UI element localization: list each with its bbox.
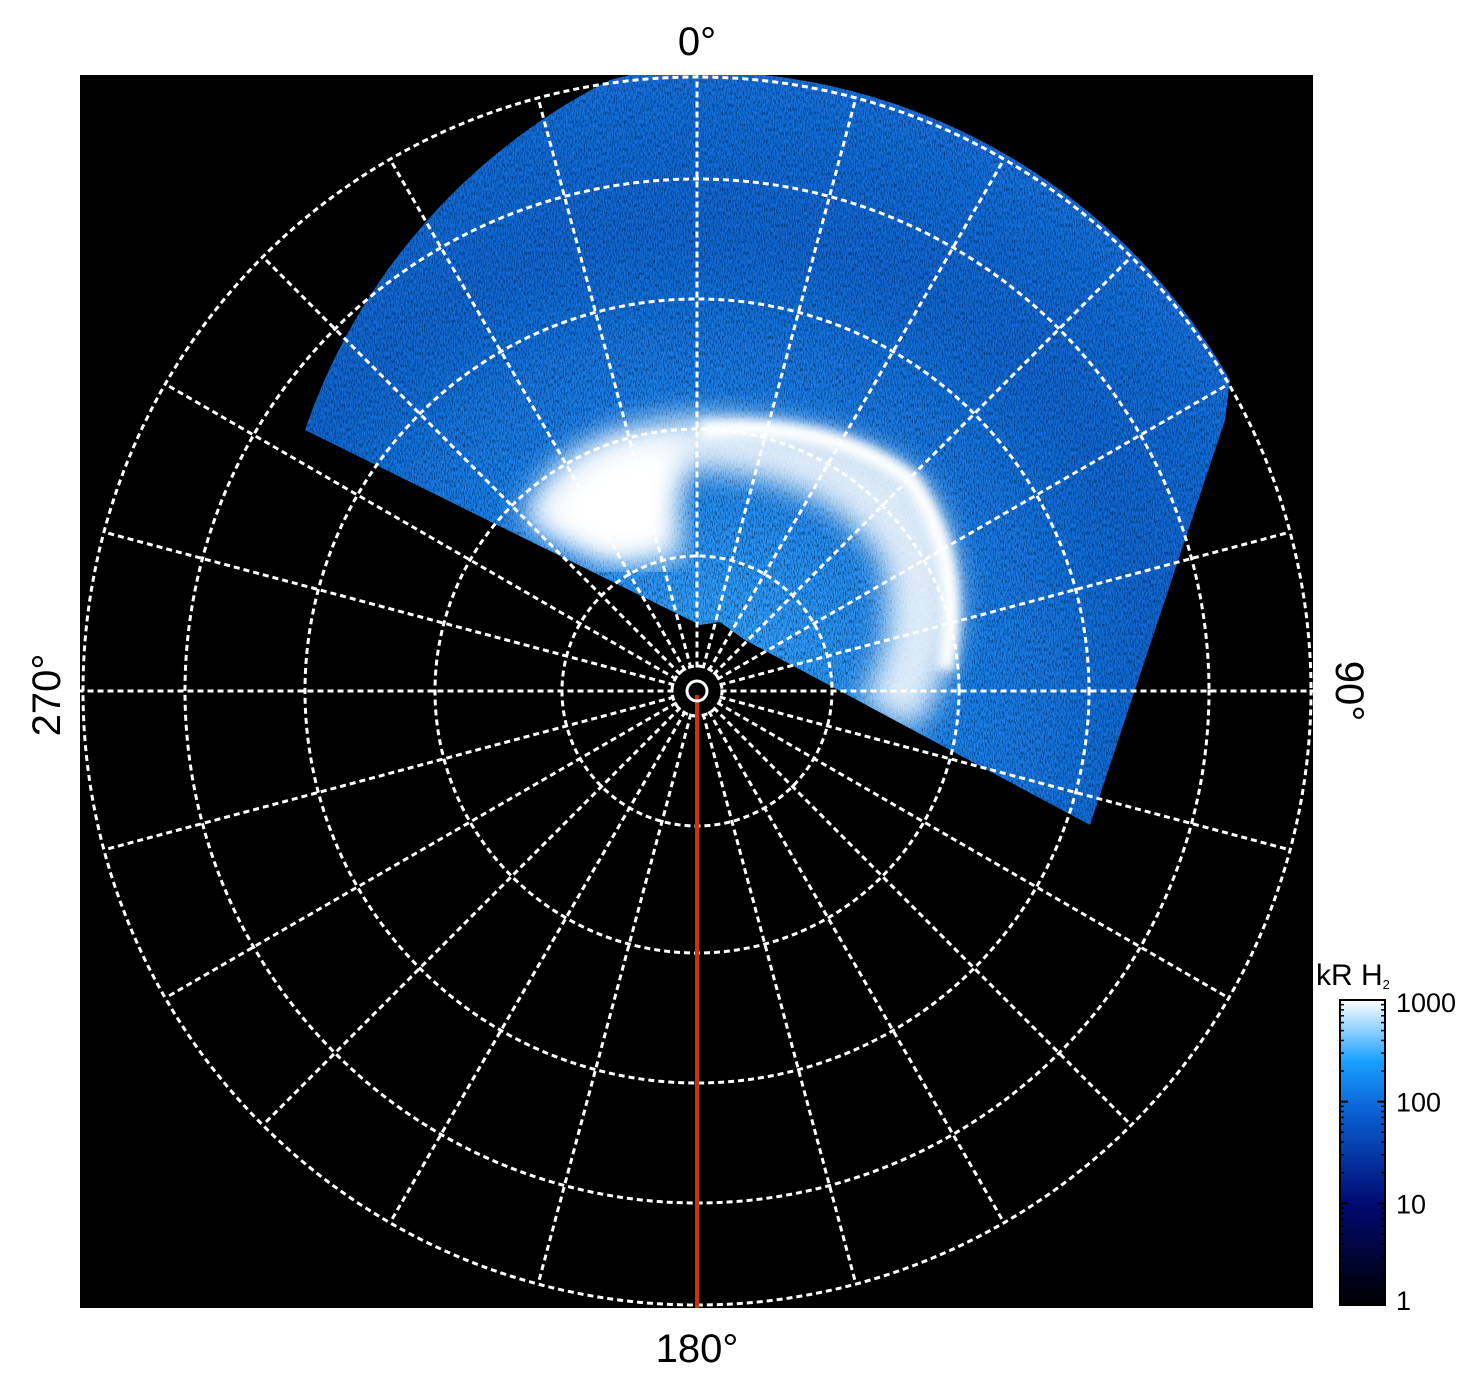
- colorbar-tick-label: 1: [1396, 1286, 1411, 1316]
- meridian-line: [163, 381, 678, 681]
- colorbar-tick-label: 10: [1396, 1189, 1426, 1219]
- meridian-line: [387, 710, 687, 1225]
- meridian-line: [387, 157, 687, 672]
- latitude-circle: [303, 297, 1091, 1085]
- meridian-line: [716, 381, 1231, 681]
- angle-label-180: 180°: [656, 1327, 739, 1371]
- colorbar-label: kR H2: [1316, 959, 1390, 992]
- meridian-line: [260, 706, 682, 1128]
- meridian-line: [712, 706, 1134, 1128]
- angle-label-90: 90°: [1327, 661, 1371, 722]
- colorbar: kR H2 1 10 100 1000: [1316, 959, 1456, 1316]
- meridian-line: [102, 695, 675, 852]
- angle-label-270: 270°: [25, 654, 69, 737]
- angle-label-0: 0°: [678, 20, 716, 64]
- colorbar-tick-label: 1000: [1396, 988, 1456, 1018]
- meridian-line: [719, 530, 1292, 687]
- meridian-line: [260, 254, 682, 676]
- meridian-line: [701, 713, 858, 1286]
- meridian-line: [719, 695, 1292, 852]
- meridian-line: [707, 710, 1007, 1225]
- meridian-line: [102, 530, 675, 687]
- meridian-line: [712, 254, 1134, 676]
- colorbar-gradient: [1339, 999, 1386, 1306]
- meridian-line: [536, 713, 693, 1286]
- meridian-line: [707, 157, 1007, 672]
- meridian-line: [536, 96, 693, 669]
- colorbar-tick-label: 100: [1396, 1088, 1441, 1118]
- meridian-line: [163, 701, 678, 1001]
- pole-marker: [685, 679, 709, 703]
- meridian-line: [701, 96, 858, 669]
- meridian-line: [716, 701, 1231, 1001]
